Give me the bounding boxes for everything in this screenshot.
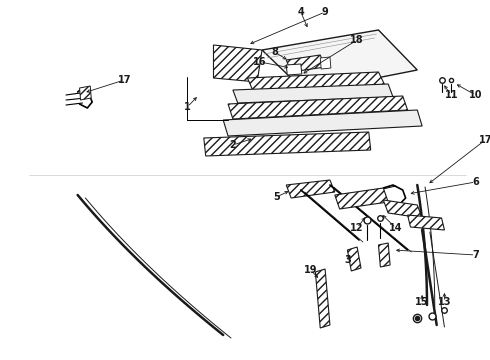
Polygon shape [204,132,371,156]
Polygon shape [383,200,422,218]
Text: 19: 19 [304,265,318,275]
Text: 11: 11 [444,90,458,100]
Text: 10: 10 [469,90,482,100]
Text: 9: 9 [322,7,328,17]
Polygon shape [316,269,330,328]
Text: 7: 7 [472,250,479,260]
Polygon shape [247,72,386,96]
Text: 8: 8 [271,47,278,57]
Text: 13: 13 [438,297,451,307]
Text: 1: 1 [184,102,191,112]
Polygon shape [262,30,417,92]
Text: 17: 17 [478,135,490,145]
Text: 16: 16 [253,57,267,67]
Text: 4: 4 [297,7,304,17]
Text: 6: 6 [472,177,479,187]
Polygon shape [320,57,331,69]
Polygon shape [378,243,390,267]
Polygon shape [286,64,302,75]
Text: 12: 12 [350,223,364,233]
Text: 17: 17 [118,75,131,85]
Text: 14: 14 [389,223,403,233]
Text: 3: 3 [344,255,351,265]
Text: 5: 5 [273,192,280,202]
Polygon shape [335,188,388,209]
Polygon shape [347,247,361,271]
Polygon shape [408,215,444,230]
Polygon shape [233,84,393,103]
Polygon shape [286,55,325,72]
Polygon shape [286,180,335,198]
Polygon shape [79,86,91,100]
Text: 2: 2 [229,140,236,150]
Polygon shape [223,110,422,136]
Polygon shape [214,45,262,82]
Text: 18: 18 [350,35,364,45]
Text: 15: 15 [416,297,429,307]
Polygon shape [228,96,408,119]
